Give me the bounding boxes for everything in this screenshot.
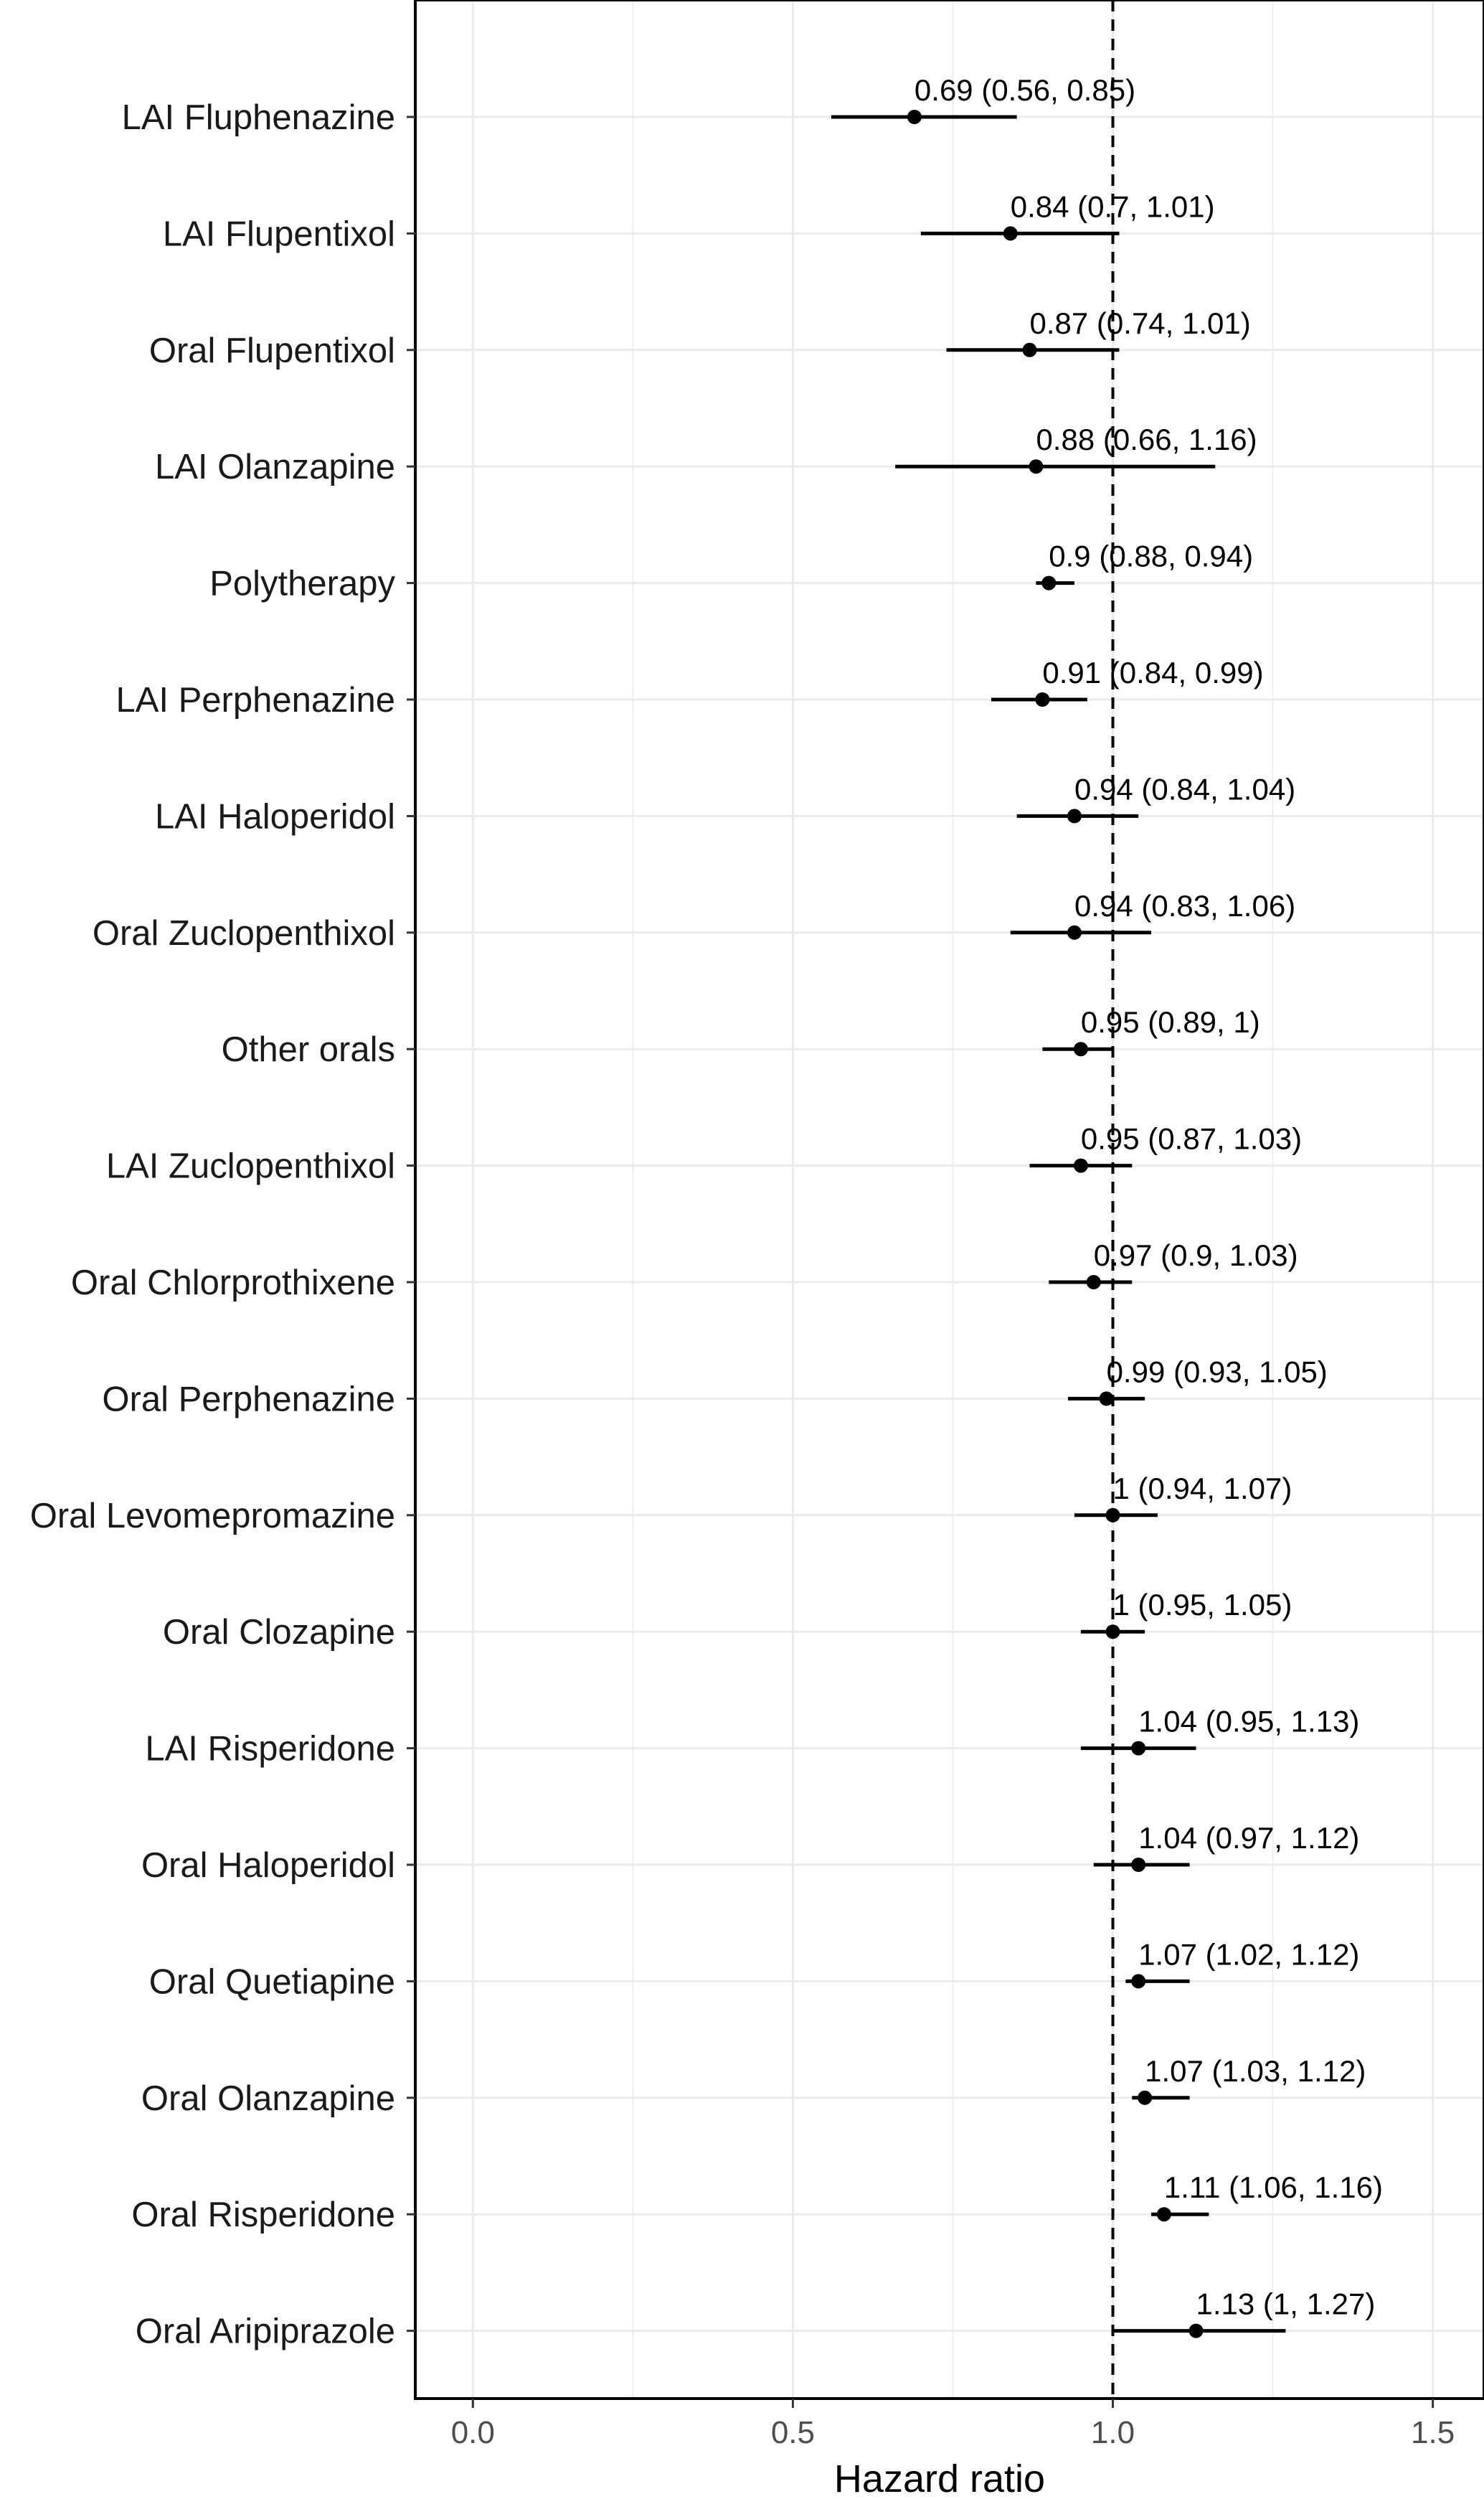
point-estimate [1105,1507,1120,1523]
value-label: 0.84 (0.7, 1.01) [1011,189,1215,223]
point-estimate [907,110,922,124]
value-label: 1 (0.94, 1.07) [1113,1472,1292,1505]
point-estimate [1035,692,1050,707]
value-label: 0.87 (0.74, 1.01) [1030,306,1251,340]
value-label: 1.13 (1, 1.27) [1196,2287,1376,2321]
x-axis-title: Hazard ratio [834,2457,1045,2499]
point-estimate [1156,2207,1171,2222]
point-estimate [1131,1741,1146,1756]
category-label: Oral Haloperidol [141,1846,395,1885]
point-estimate [1086,1275,1101,1289]
value-label: 1.04 (0.97, 1.12) [1138,1821,1359,1855]
category-label: Oral Risperidone [131,2196,395,2234]
value-label: 0.97 (0.9, 1.03) [1094,1238,1298,1272]
value-label: 1 (0.95, 1.05) [1113,1588,1292,1622]
category-label: Oral Levomepromazine [30,1497,395,1535]
x-tick-label: 0.0 [451,2415,495,2450]
category-label: Other orals [222,1030,395,1069]
point-estimate [1029,459,1044,474]
grid-lines [415,0,1484,2399]
y-axis-ticks [407,116,415,2333]
value-label: 0.91 (0.84, 0.99) [1042,656,1263,690]
value-label: 0.94 (0.83, 1.06) [1074,889,1295,923]
value-label: 1.04 (0.95, 1.13) [1138,1705,1359,1738]
category-label: LAI Perphenazine [115,681,395,720]
category-label: Oral Aripiprazole [136,2312,395,2351]
category-label: Oral Chlorprothixene [71,1263,395,1302]
x-tick-label: 1.5 [1411,2415,1455,2450]
point-estimate [1041,575,1057,590]
category-labels: LAI Fluphenazine LAI Flupentixol Oral Flup… [30,98,396,2351]
category-label: Oral Perphenazine [102,1380,395,1418]
value-label: 0.88 (0.66, 1.16) [1036,423,1257,456]
category-label: Oral Olanzapine [141,2079,395,2118]
category-label: Oral Flupentixol [149,331,395,370]
value-label: 0.9 (0.88, 0.94) [1049,540,1253,573]
category-label: Oral Zuclopenthixol [93,914,395,953]
category-label: LAI Flupentixol [163,215,395,253]
value-label: 0.69 (0.56, 0.85) [914,73,1135,107]
value-label: 0.95 (0.87, 1.03) [1081,1122,1302,1156]
value-label: 1.07 (1.02, 1.12) [1138,1937,1359,1971]
point-estimate [1131,1858,1146,1872]
point-estimate [1073,1158,1088,1173]
x-tick-label: 0.5 [771,2415,815,2450]
point-estimate [1067,925,1082,940]
category-label: Oral Clozapine [163,1613,395,1652]
point-estimate [1073,1042,1088,1057]
category-label: Oral Quetiapine [149,1962,395,2001]
value-label: 0.99 (0.93, 1.05) [1107,1355,1328,1388]
category-label: LAI Risperidone [145,1730,395,1769]
plot-panel-frame [414,0,1484,2400]
point-estimate [1003,226,1018,241]
x-tick-label: 1.0 [1091,2415,1135,2450]
point-estimates [907,110,1204,2338]
x-axis-ticks: 0.0 0.5 1.0 1.5 [451,2399,1455,2450]
point-estimate [1138,2090,1153,2105]
category-label: Polytherapy [209,565,395,603]
value-label: 1.11 (1.06, 1.16) [1164,2170,1383,2204]
value-labels: 0.69 (0.56, 0.85) 0.84 (0.7, 1.01) 0.87 (0… [914,73,1383,2321]
value-label: 0.95 (0.89, 1) [1081,1005,1260,1039]
point-estimate [1188,2323,1204,2338]
point-estimate [1099,1391,1114,1406]
point-estimate [1105,1624,1120,1639]
category-label: LAI Zuclopenthixol [106,1147,395,1186]
category-label: LAI Fluphenazine [122,98,395,137]
point-estimate [1131,1974,1146,1989]
value-label: 0.94 (0.84, 1.04) [1074,772,1295,806]
category-label: LAI Olanzapine [155,448,395,486]
value-label: 1.07 (1.03, 1.12) [1145,2054,1366,2088]
point-estimate [1067,809,1082,824]
category-label: LAI Haloperidol [155,797,395,836]
point-estimate [1022,342,1037,357]
